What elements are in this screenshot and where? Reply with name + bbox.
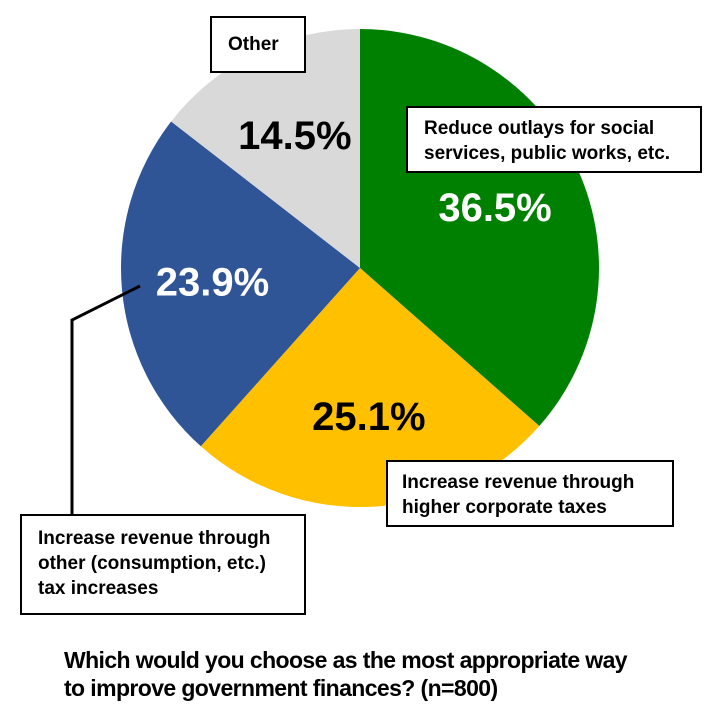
callout-reduce-line-2: services, public works, etc. (424, 143, 671, 164)
question-line-2: to improve government finances? (n=800) (64, 675, 498, 701)
callout-other-tax-line-3: tax increases (38, 578, 159, 599)
callout-corporate-line-2: higher corporate taxes (402, 497, 607, 518)
callout-other-tax-line-2: other (consumption, etc.) (38, 553, 266, 574)
callout-corporate-taxes: Increase revenue through higher corporat… (386, 460, 674, 527)
callout-other-tax-increases: Increase revenue through other (consumpt… (20, 514, 306, 615)
question-caption: Which would you choose as the most appro… (64, 646, 704, 702)
pie-slice-labels: 36.5% 25.1% 23.9% 14.5% (156, 114, 552, 439)
callout-other-text: Other (228, 34, 279, 55)
pie-slice-increase-revenue-through-higher-corporat (200, 268, 540, 507)
callout-corporate-line-1: Increase revenue through (402, 472, 635, 493)
pie-slice-increase-revenue-through-other-consumpti (121, 121, 360, 447)
pie-label-increase-revenue-through-other-consumpti: 23.9% (156, 260, 269, 304)
callout-reduce-line-1: Reduce outlays for social (424, 118, 655, 139)
pie-slice-other (171, 29, 360, 268)
pie-label-increase-revenue-through-higher-corporat: 25.1% (312, 395, 425, 439)
pie-label-other: 14.5% (238, 114, 351, 158)
leader-line-other-tax (70, 284, 141, 516)
pie-label-reduce-outlays-for-social-services-publi: 36.5% (438, 186, 551, 230)
callout-other-tax-line-1: Increase revenue through (38, 528, 271, 549)
callout-reduce-outlays: Reduce outlays for social services, publ… (406, 106, 702, 173)
callout-other: Other (210, 16, 306, 73)
question-line-1: Which would you choose as the most appro… (64, 647, 628, 673)
